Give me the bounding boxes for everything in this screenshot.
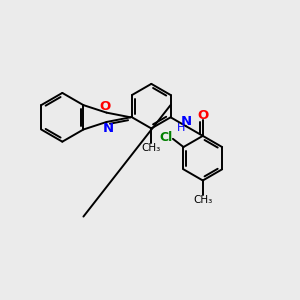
Text: O: O [100, 100, 111, 113]
Text: N: N [103, 122, 114, 135]
Text: H: H [176, 123, 185, 133]
Text: CH₃: CH₃ [193, 195, 212, 206]
Text: CH₃: CH₃ [142, 143, 161, 153]
Text: O: O [197, 109, 208, 122]
Text: Cl: Cl [160, 131, 173, 144]
Text: N: N [181, 115, 192, 128]
